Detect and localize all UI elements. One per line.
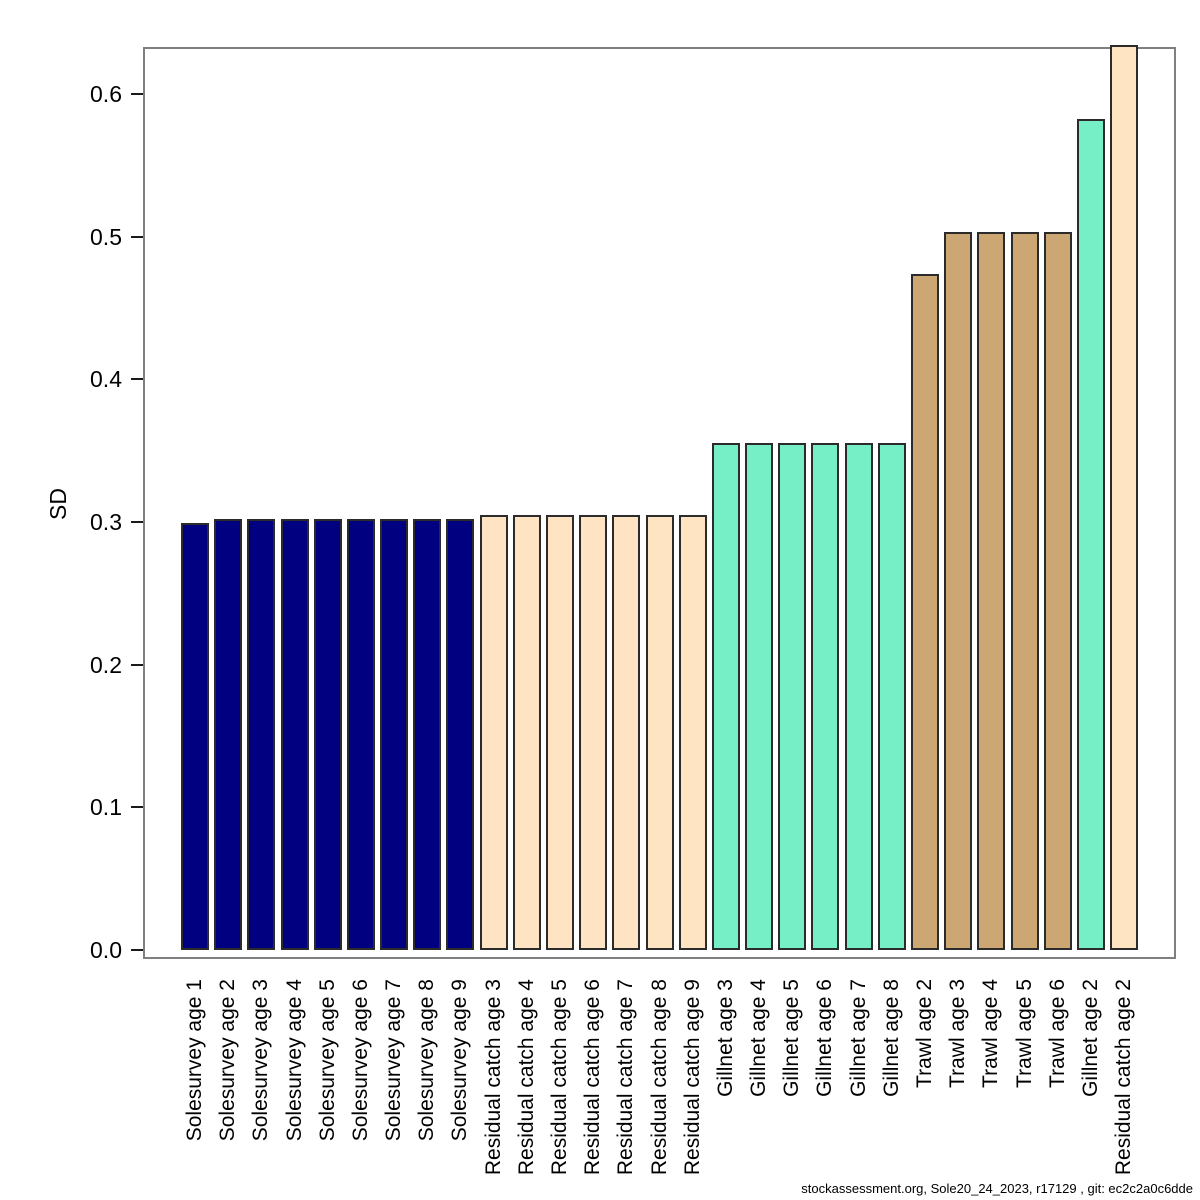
y-tick-label-0.1: 0.1 <box>90 794 122 821</box>
x-tick-label-residual-catch-age-8: Residual catch age 8 <box>647 979 671 1176</box>
bar-residual-catch-age-3 <box>479 514 508 950</box>
x-tick-label-trawl-age-3: Trawl age 3 <box>946 979 970 1088</box>
x-tick-label-residual-catch-age-7: Residual catch age 7 <box>614 979 638 1176</box>
x-tick-label-residual-catch-age-5: Residual catch age 5 <box>547 979 571 1176</box>
bar-solesurvey-age-7 <box>380 519 409 950</box>
bar-gillnet-age-7 <box>844 443 873 950</box>
bar-trawl-age-6 <box>1043 232 1072 950</box>
x-tick-label-solesurvey-age-2: Solesurvey age 2 <box>216 979 240 1142</box>
bar-residual-catch-age-9 <box>678 514 707 950</box>
y-tick-label-0.5: 0.5 <box>90 223 122 250</box>
x-tick-label-solesurvey-age-7: Solesurvey age 7 <box>382 979 406 1142</box>
x-tick-label-gillnet-age-3: Gillnet age 3 <box>713 979 737 1097</box>
y-axis-title: SD <box>45 488 71 520</box>
bar-trawl-age-4 <box>977 232 1006 950</box>
x-tick-label-solesurvey-age-3: Solesurvey age 3 <box>249 979 273 1142</box>
bar-solesurvey-age-6 <box>346 519 375 950</box>
bar-residual-catch-age-7 <box>612 514 641 950</box>
x-tick-label-gillnet-age-2: Gillnet age 2 <box>1078 979 1102 1097</box>
bar-solesurvey-age-5 <box>313 519 342 950</box>
bar-solesurvey-age-2 <box>214 519 243 950</box>
bar-solesurvey-age-9 <box>446 519 475 950</box>
bar-trawl-age-5 <box>1010 232 1039 950</box>
x-tick-label-trawl-age-5: Trawl age 5 <box>1012 979 1036 1088</box>
y-tick-mark-0.1 <box>131 806 143 809</box>
y-tick-mark-0.6 <box>131 92 143 95</box>
y-tick-label-0.4: 0.4 <box>90 366 122 393</box>
x-tick-label-residual-catch-age-2: Residual catch age 2 <box>1112 979 1136 1176</box>
x-tick-label-residual-catch-age-3: Residual catch age 3 <box>481 979 505 1176</box>
x-tick-label-gillnet-age-8: Gillnet age 8 <box>879 979 903 1097</box>
y-tick-mark-0.3 <box>131 520 143 523</box>
bar-gillnet-age-2 <box>1076 119 1105 950</box>
bar-gillnet-age-6 <box>811 443 840 950</box>
y-tick-label-0.6: 0.6 <box>90 80 122 107</box>
x-tick-label-residual-catch-age-4: Residual catch age 4 <box>514 979 538 1176</box>
y-tick-label-0.3: 0.3 <box>90 508 122 535</box>
bar-residual-catch-age-8 <box>645 514 674 950</box>
y-tick-mark-0.5 <box>131 235 143 238</box>
bar-gillnet-age-4 <box>745 443 774 950</box>
y-tick-label-0.2: 0.2 <box>90 651 122 678</box>
x-tick-label-residual-catch-age-9: Residual catch age 9 <box>680 979 704 1176</box>
x-tick-label-solesurvey-age-8: Solesurvey age 8 <box>415 979 439 1142</box>
x-tick-label-solesurvey-age-4: Solesurvey age 4 <box>282 979 306 1142</box>
bar-gillnet-age-8 <box>877 443 906 950</box>
x-tick-label-trawl-age-4: Trawl age 4 <box>979 979 1003 1088</box>
y-tick-mark-0.2 <box>131 663 143 666</box>
x-tick-label-gillnet-age-4: Gillnet age 4 <box>747 979 771 1097</box>
bar-residual-catch-age-6 <box>579 514 608 950</box>
x-tick-label-gillnet-age-6: Gillnet age 6 <box>813 979 837 1097</box>
x-tick-label-trawl-age-6: Trawl age 6 <box>1045 979 1069 1088</box>
x-tick-label-solesurvey-age-5: Solesurvey age 5 <box>315 979 339 1142</box>
y-tick-label-0.0: 0.0 <box>90 937 122 963</box>
footer-attribution: stockassessment.org, Sole20_24_2023, r17… <box>801 1181 1193 1196</box>
bar-solesurvey-age-8 <box>413 519 442 950</box>
x-tick-label-solesurvey-age-6: Solesurvey age 6 <box>348 979 372 1142</box>
bar-residual-catch-age-4 <box>512 514 541 950</box>
y-tick-mark-0.4 <box>131 378 143 381</box>
bar-solesurvey-age-1 <box>181 523 209 950</box>
bar-residual-catch-age-5 <box>545 514 574 950</box>
x-tick-label-solesurvey-age-1: Solesurvey age 1 <box>183 979 206 1142</box>
x-tick-label-gillnet-age-5: Gillnet age 5 <box>780 979 804 1097</box>
bar-trawl-age-3 <box>944 232 973 950</box>
bar-gillnet-age-3 <box>711 443 740 950</box>
x-tick-label-residual-catch-age-6: Residual catch age 6 <box>581 979 605 1176</box>
bar-solesurvey-age-4 <box>280 519 309 950</box>
bar-trawl-age-2 <box>910 273 939 950</box>
y-tick-mark-0.0 <box>131 949 143 951</box>
bar-residual-catch-age-2 <box>1110 45 1139 950</box>
x-tick-label-gillnet-age-7: Gillnet age 7 <box>846 979 870 1097</box>
x-tick-label-trawl-age-2: Trawl age 2 <box>912 979 936 1088</box>
bar-gillnet-age-5 <box>778 443 807 950</box>
x-tick-label-solesurvey-age-9: Solesurvey age 9 <box>448 979 472 1142</box>
bar-solesurvey-age-3 <box>247 519 276 950</box>
